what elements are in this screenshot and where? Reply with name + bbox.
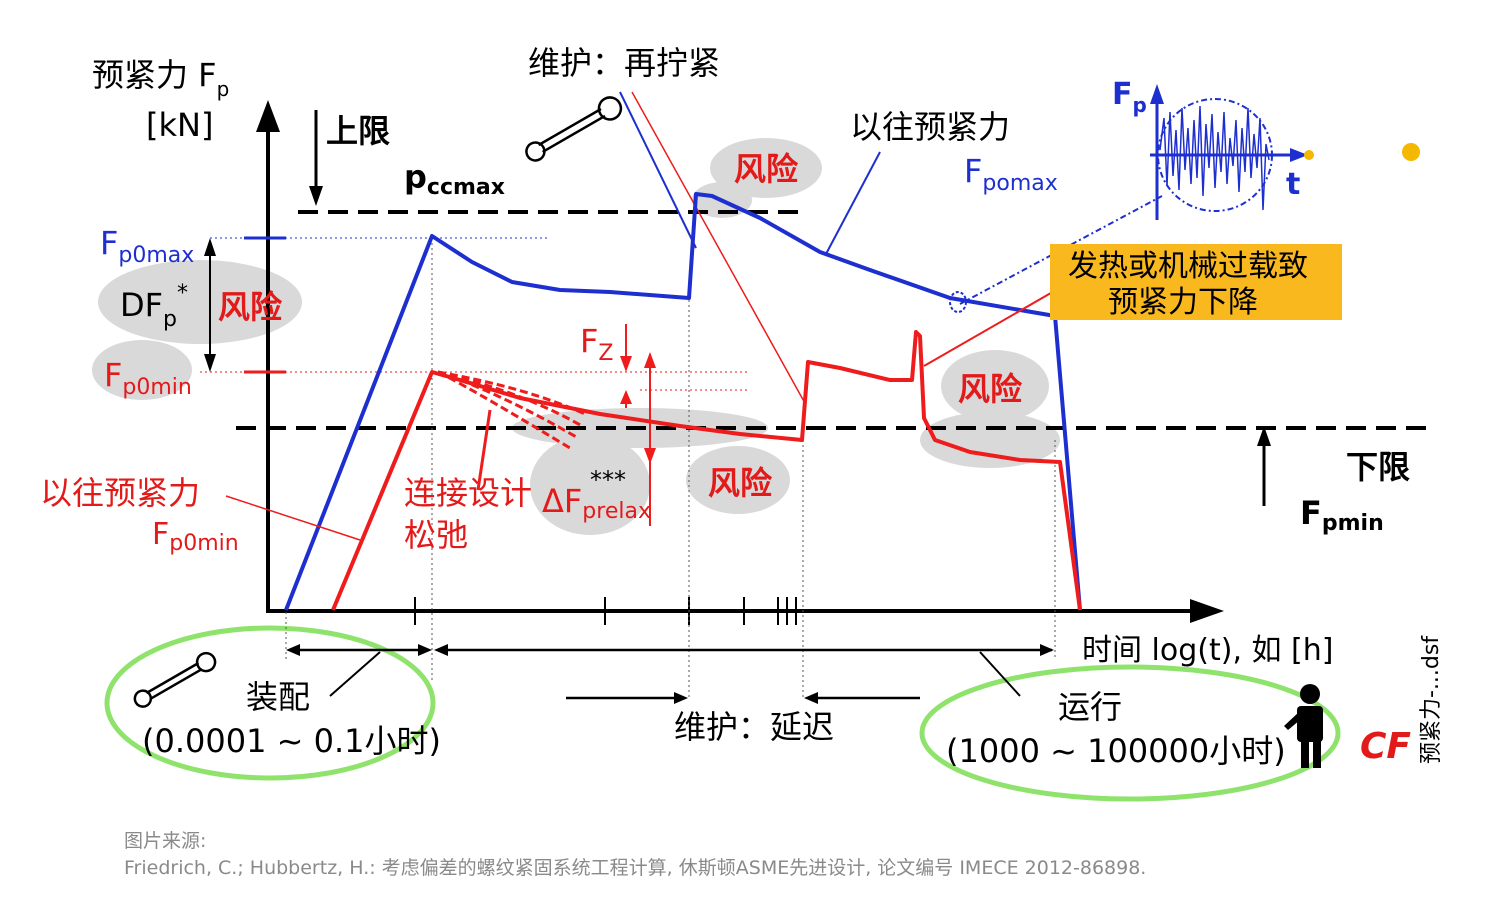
risk-label-top: 风险 (734, 150, 799, 188)
lower-limit-label: 下限 (1346, 448, 1410, 486)
fpomax-label: Fpomax (964, 152, 1058, 196)
assembly-ellipse (104, 625, 436, 781)
maintenance-retighten-label: 维护：再拧紧 (528, 44, 720, 82)
dfprelax-star: *** (590, 466, 626, 494)
inset-dot (1304, 150, 1314, 160)
callout-line-1: 发热或机械过载致 (1068, 249, 1308, 284)
worker-icon (1284, 684, 1323, 768)
cf-logo: CF (1360, 726, 1411, 767)
vibration-signal (1159, 105, 1270, 211)
assembly-range: (0.0001 ~ 0.1小时) (142, 722, 441, 760)
upper-limit-arrowhead (309, 186, 323, 206)
prev-preload-lower-pointer (225, 495, 361, 541)
inset-t-label: t (1286, 167, 1300, 202)
dfp-label: DFp* (120, 281, 188, 332)
fp0min2-label: Fp0min (152, 517, 239, 556)
operation-ellipse (919, 664, 1341, 802)
risk-label-right: 风险 (958, 370, 1023, 408)
y-axis-unit: [kN] (146, 106, 213, 144)
risk-blob-left (98, 260, 302, 344)
retighten-line-red (631, 91, 807, 406)
risk-blob-bottom (686, 446, 790, 514)
dfprelax-label: ΔFprelax (542, 482, 651, 524)
upper-limit-label: 上限 (326, 112, 390, 150)
risk-blob-fp0min (92, 340, 192, 400)
lower-limit-arrowhead (1257, 426, 1271, 446)
logo-text: CF (1360, 726, 1411, 767)
fz-label: FZ (580, 322, 613, 366)
callout-line-2: 预紧力下降 (1108, 285, 1258, 320)
y-axis-label: 预紧力 Fp (92, 56, 229, 101)
relax-label-2: 松弛 (404, 516, 468, 554)
operation-range: (1000 ~ 100000小时) (946, 732, 1286, 770)
y-axis-arrowhead (256, 100, 280, 132)
wrench-icon (525, 96, 623, 162)
prev-preload-upper-pointer (825, 151, 881, 255)
prev-preload-upper-label: 以往预紧力 (850, 108, 1010, 146)
risk-blob-right (941, 350, 1049, 422)
fp0min-label: Fp0min (104, 356, 192, 400)
x-axis-arrowhead (1190, 599, 1224, 623)
inset-vibration-plot (1150, 84, 1314, 220)
phase-ellipses (104, 625, 1341, 802)
relaxation-curves (437, 370, 586, 450)
assembly-label: 装配 (246, 678, 310, 716)
risk-blob-relax (530, 435, 650, 535)
side-note: 预紧力-...dsf (1419, 635, 1444, 764)
fp0max-label: Fp0max (100, 224, 194, 268)
retighten-line-blue (619, 91, 697, 249)
callout-pointer (923, 281, 1071, 367)
fpmin-label: Fpmin (1300, 494, 1384, 536)
wrench-icon-assembly (133, 651, 217, 708)
orange-dot (1402, 143, 1420, 161)
x-axis-label: 时间 log(t), 如 [h] (1082, 633, 1333, 668)
callout-box (1050, 244, 1342, 320)
risk-label-left: 风险 (218, 288, 283, 326)
source-heading: 图片来源: (124, 830, 207, 852)
relax-label-1: 连接设计 (404, 474, 532, 512)
risk-label-bottom: 风险 (708, 464, 773, 502)
inset-focus-ring (949, 291, 967, 313)
maintenance-delay-label: 维护：延迟 (674, 708, 834, 746)
pccmax-label: pccmax (404, 158, 505, 200)
source-citation: Friedrich, C.; Hubbertz, H.: 考虑偏差的螺纹紧固系统… (124, 857, 1147, 879)
prev-preload-lower-label: 以往预紧力 (40, 474, 200, 512)
time-span-arrows (290, 648, 1052, 700)
inset-fp-label: Fp (1112, 77, 1147, 117)
upper-preload-curve (284, 192, 1082, 611)
risk-blob-top (710, 138, 822, 198)
operation-label: 运行 (1058, 688, 1122, 726)
